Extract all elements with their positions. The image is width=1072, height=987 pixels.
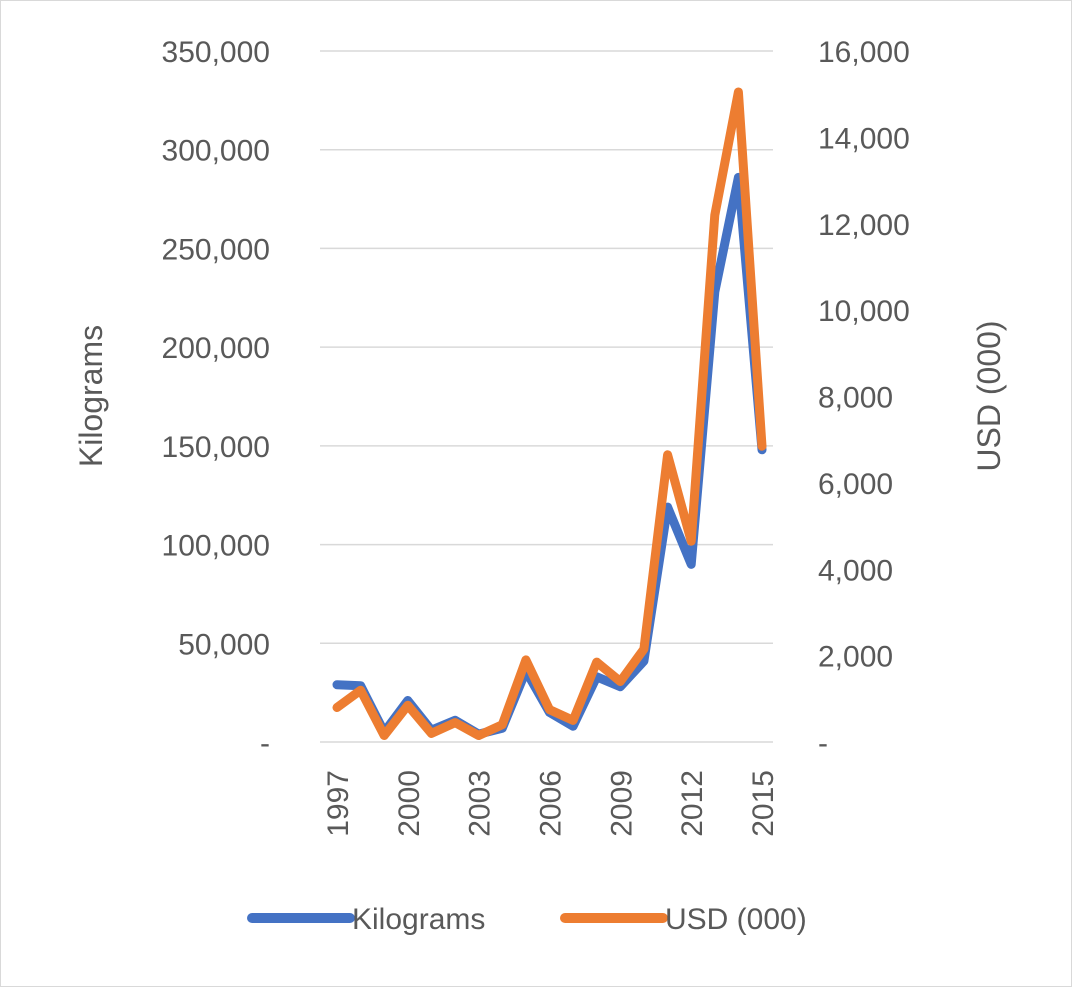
left-y-tick-label: 50,000 [178, 628, 270, 661]
right-y-tick-label: - [818, 727, 828, 760]
right-y-tick-label: 4,000 [818, 554, 893, 587]
x-tick-label: 2006 [535, 770, 568, 837]
right-y-tick-label: 6,000 [818, 468, 893, 501]
left-y-tick-label: 350,000 [162, 36, 270, 69]
right-y-tick-label: 14,000 [818, 122, 910, 155]
x-tick-label: 2015 [747, 770, 780, 837]
legend-label-kilograms: Kilograms [352, 903, 485, 936]
x-tick-label: 2012 [676, 770, 709, 837]
right-y-tick-label: 10,000 [818, 295, 910, 328]
legend: Kilograms USD (000) [247, 903, 807, 936]
gridlines [320, 50, 773, 743]
series-line-usd [332, 87, 767, 740]
right-y-tick-label: 16,000 [818, 36, 910, 69]
x-tick-label: 1997 [322, 770, 355, 837]
left-y-tick-label: 150,000 [162, 431, 270, 464]
x-tick-label: 2003 [464, 770, 497, 837]
right-y-tick-label: 12,000 [818, 209, 910, 242]
x-axis-ticks: 1997 2000 2003 2006 2009 2012 2015 [322, 770, 780, 837]
left-y-tick-label: 100,000 [162, 530, 270, 563]
left-axis-title: Kilograms [73, 325, 109, 467]
right-y-axis-ticks: - 2,000 4,000 6,000 8,000 10,000 12,000 14,000 1… [818, 36, 910, 760]
left-y-tick-label: 250,000 [162, 233, 270, 266]
right-y-tick-label: 8,000 [818, 382, 893, 415]
right-y-tick-label: 2,000 [818, 641, 893, 674]
left-y-tick-label: 200,000 [162, 332, 270, 365]
x-tick-label: 2009 [605, 770, 638, 837]
series-lines [332, 87, 767, 740]
left-y-tick-label: 300,000 [162, 135, 270, 168]
left-y-tick-label: - [260, 727, 270, 760]
legend-label-usd: USD (000) [665, 903, 807, 936]
left-y-axis-ticks: - 50,000 100,000 150,000 200,000 250,000 300,0… [162, 36, 270, 760]
right-axis-title: USD (000) [971, 320, 1007, 471]
x-tick-label: 2000 [393, 770, 426, 837]
